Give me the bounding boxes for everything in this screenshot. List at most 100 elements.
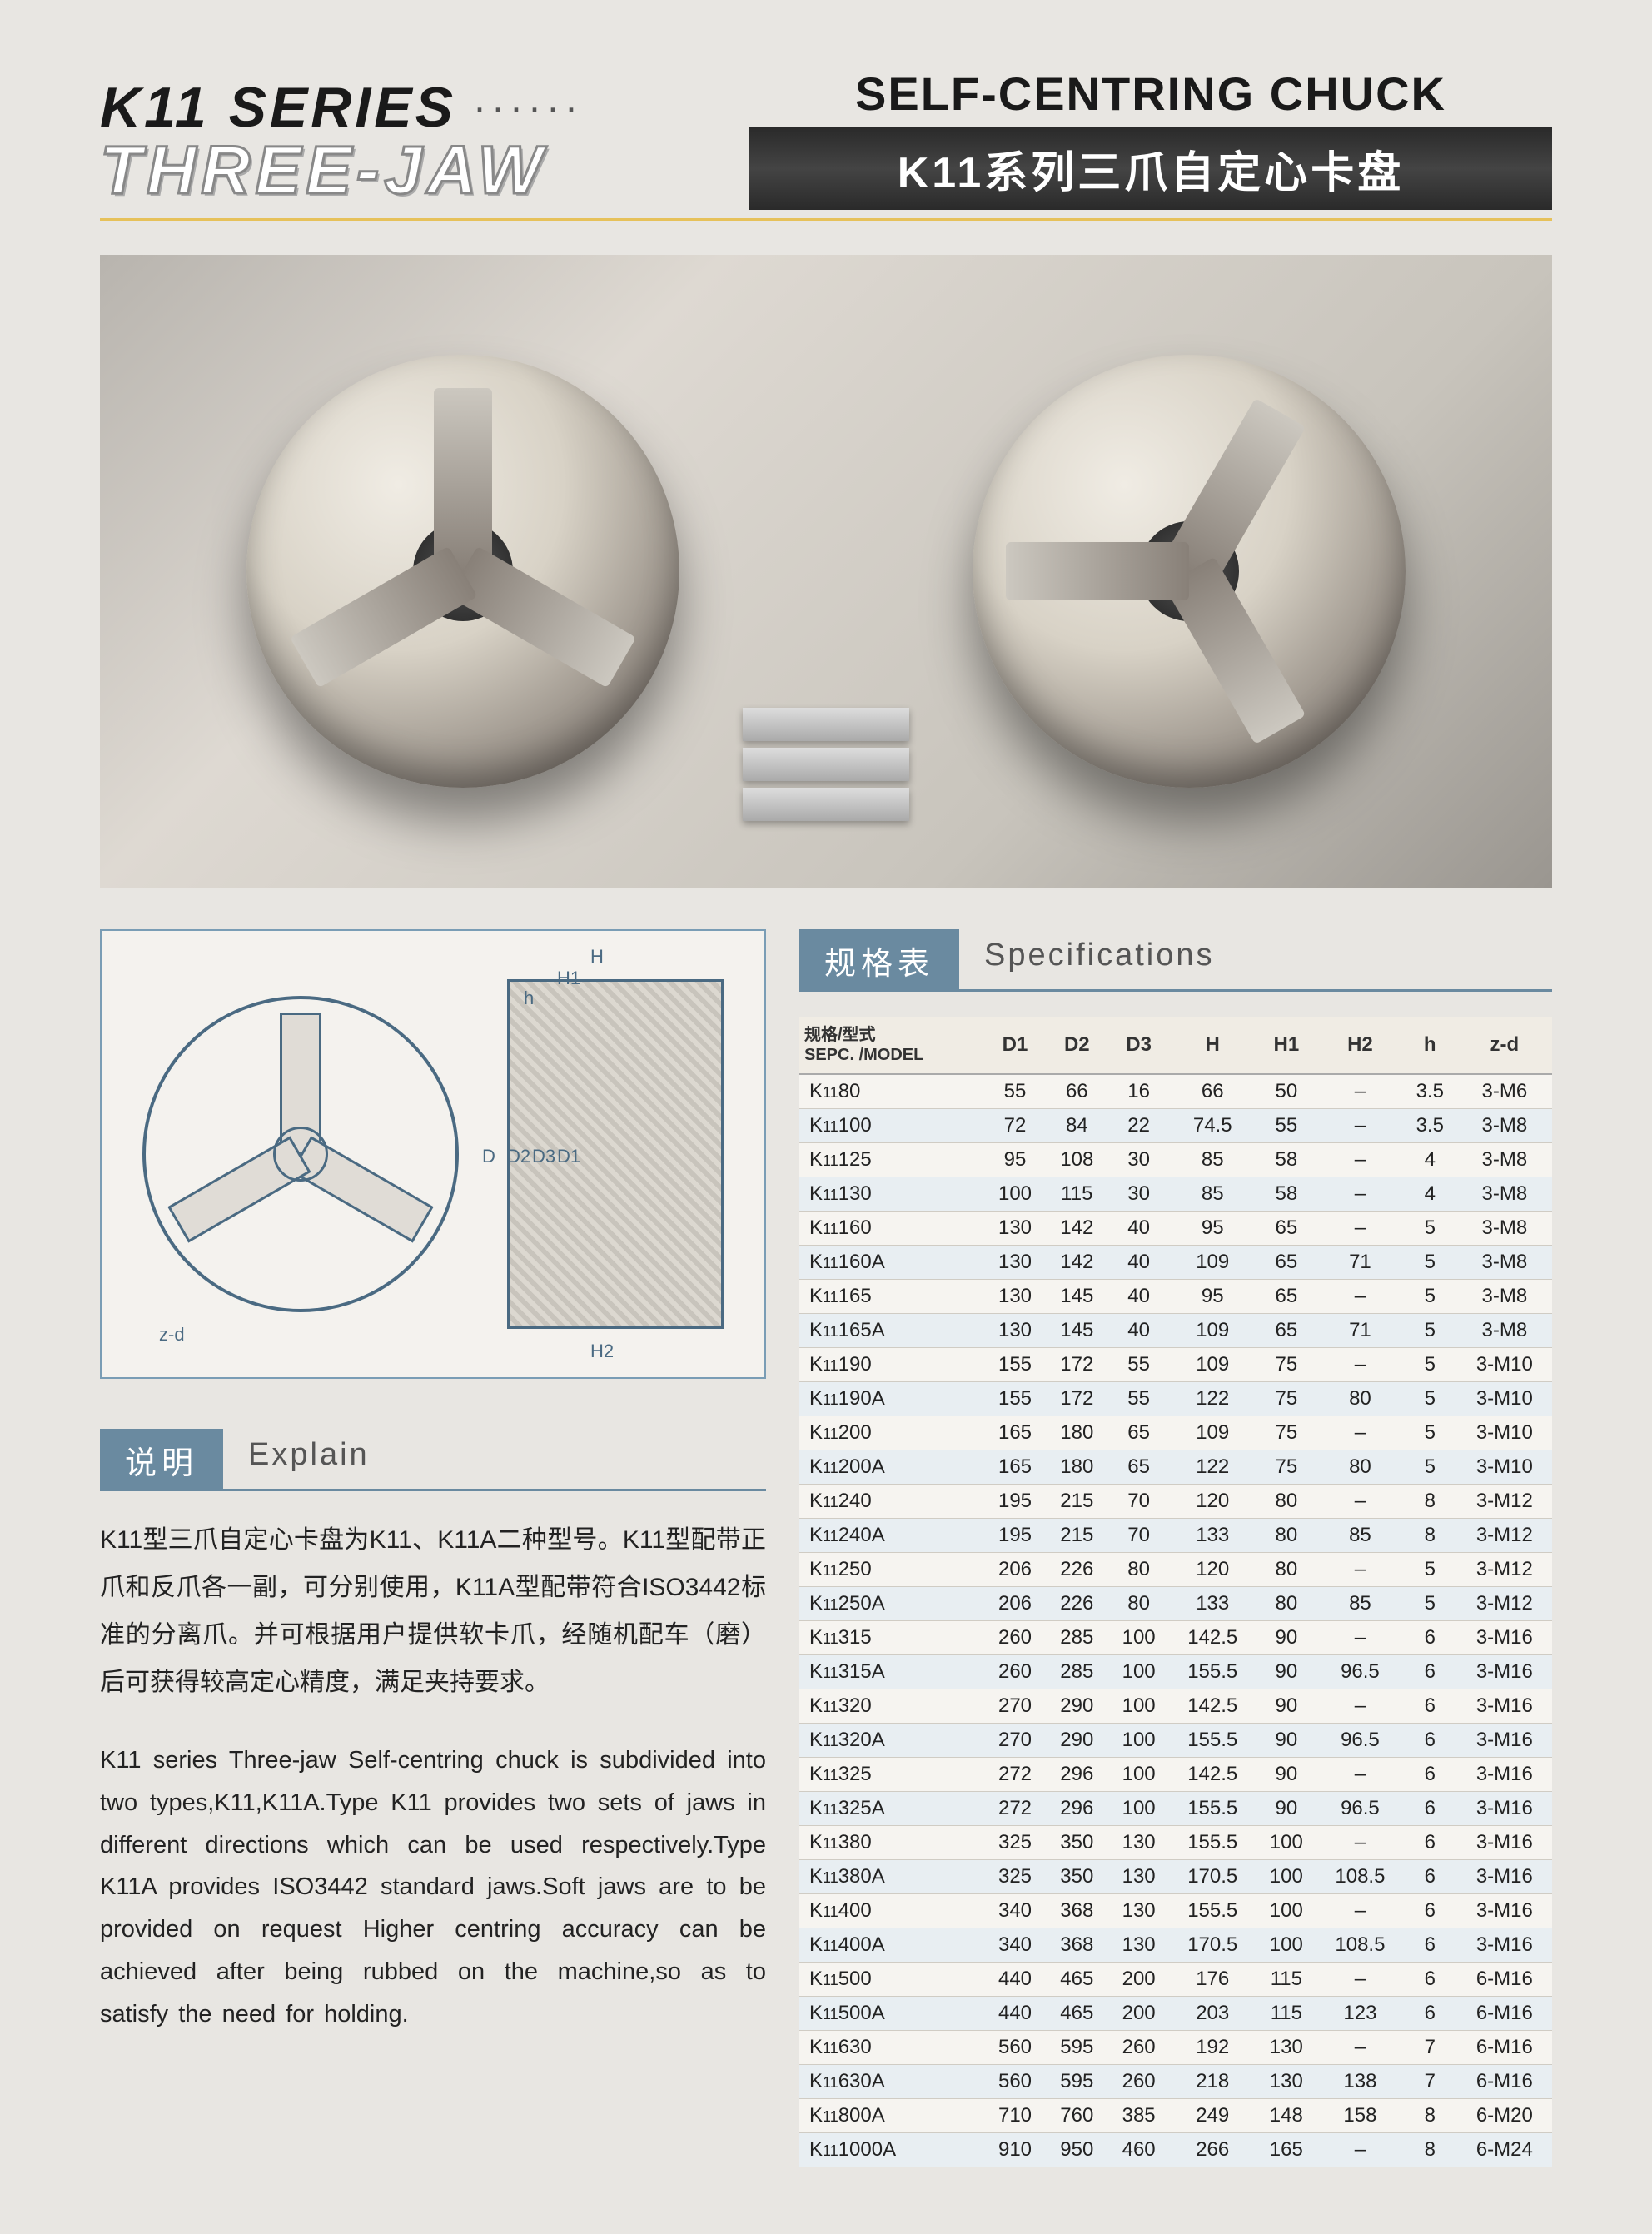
spec-cell: 155 [984,1348,1046,1382]
spec-cell-model: K11100 [799,1109,984,1143]
spec-cell: 3.5 [1403,1074,1457,1109]
spec-cell: – [1317,1109,1403,1143]
spec-cell: 3-M10 [1457,1450,1552,1485]
spec-cell: 3-M16 [1457,1894,1552,1928]
spec-cell: – [1317,1416,1403,1450]
spec-cell: 226 [1046,1587,1107,1621]
spec-cell: 90 [1256,1621,1317,1655]
spec-cell: 85 [1170,1177,1256,1212]
spec-cell: 70 [1107,1485,1169,1519]
spec-cell-model: K11380 [799,1826,984,1860]
page-header: K11 SERIES ······ THREE-JAW SELF-CENTRIN… [100,67,1552,210]
spec-cell: 5 [1403,1450,1457,1485]
spec-header-H2: H2 [1317,1017,1403,1074]
spec-cell: 6 [1403,1894,1457,1928]
spec-cell: 5 [1403,1416,1457,1450]
loose-jaws-image [743,708,909,821]
spec-cell: 3-M8 [1457,1109,1552,1143]
spec-cell: 145 [1046,1314,1107,1348]
explain-heading-en: Explain [223,1429,766,1491]
spec-cell: 142.5 [1170,1621,1256,1655]
spec-cell: 195 [984,1519,1046,1553]
spec-cell: 260 [1107,2031,1169,2065]
spec-cell: 130 [1107,1928,1169,1963]
spec-cell: – [1317,1553,1403,1587]
spec-cell: 96.5 [1317,1792,1403,1826]
spec-cell-model: K11125 [799,1143,984,1177]
spec-cell: 3-M8 [1457,1246,1552,1280]
spec-cell: 158 [1317,2099,1403,2133]
spec-cell: 109 [1170,1348,1256,1382]
spec-cell: 165 [1256,2133,1317,2167]
spec-cell: 595 [1046,2031,1107,2065]
spec-cell: 226 [1046,1553,1107,1587]
table-row: K11165A13014540109657153-M8 [799,1314,1552,1348]
spec-cell: 440 [984,1963,1046,1997]
spec-cell: 40 [1107,1314,1169,1348]
spec-cell: 55 [1256,1109,1317,1143]
spec-cell: 16 [1107,1074,1169,1109]
spec-cell: 465 [1046,1963,1107,1997]
spec-cell: 8 [1403,1519,1457,1553]
spec-cell: 155.5 [1170,1655,1256,1689]
table-row: K112502062268012080–53-M12 [799,1553,1552,1587]
spec-cell-model: K11190A [799,1382,984,1416]
spec-cell: 7 [1403,2031,1457,2065]
spec-cell-model: K11190 [799,1348,984,1382]
spec-cell: 95 [1170,1280,1256,1314]
spec-cell-model: K11250A [799,1587,984,1621]
table-row: K11160A13014240109657153-M8 [799,1246,1552,1280]
spec-cell: 203 [1170,1997,1256,2031]
spec-cell: 3-M8 [1457,1314,1552,1348]
technical-diagram: z-d H H1 h D D2 D3 D1 H2 [100,929,766,1379]
spec-cell-model: K11130 [799,1177,984,1212]
product-photo [100,255,1552,888]
table-row: K11320A270290100155.59096.563-M16 [799,1724,1552,1758]
spec-cell: 75 [1256,1416,1317,1450]
header-left: K11 SERIES ······ THREE-JAW [100,75,733,210]
spec-cell: 325 [984,1860,1046,1894]
spec-cell: 120 [1170,1485,1256,1519]
spec-cell-model: K11320A [799,1724,984,1758]
spec-cell: 142.5 [1170,1689,1256,1724]
spec-cell: 465 [1046,1997,1107,2031]
spec-cell: – [1317,1963,1403,1997]
spec-cell: – [1317,2031,1403,2065]
spec-cell: 155.5 [1170,1724,1256,1758]
spec-cell: 3-M16 [1457,1621,1552,1655]
spec-cell: 3-M12 [1457,1519,1552,1553]
spec-cell: 130 [1107,1826,1169,1860]
spec-cell: 30 [1107,1177,1169,1212]
spec-cell: 7 [1403,2065,1457,2099]
spec-cell: 65 [1256,1212,1317,1246]
spec-cell: 4 [1403,1177,1457,1212]
table-row: K11800A71076038524914815886-M20 [799,2099,1552,2133]
spec-cell: 100 [1256,1894,1317,1928]
spec-cell: 75 [1256,1348,1317,1382]
table-row: K11240A19521570133808583-M12 [799,1519,1552,1553]
spec-cell: 65 [1256,1314,1317,1348]
spec-cell: 368 [1046,1894,1107,1928]
table-row: K11250A20622680133808553-M12 [799,1587,1552,1621]
spec-cell: 96.5 [1317,1655,1403,1689]
spec-cell-model: K11630 [799,2031,984,2065]
spec-cell: 385 [1107,2099,1169,2133]
spec-cell: 6 [1403,1928,1457,1963]
spec-cell: 6 [1403,1963,1457,1997]
spec-cell: 130 [984,1212,1046,1246]
spec-cell: 100 [1107,1655,1169,1689]
spec-cell: 6-M16 [1457,1963,1552,1997]
spec-cell: – [1317,1143,1403,1177]
spec-cell: 270 [984,1689,1046,1724]
spec-cell: 40 [1107,1246,1169,1280]
spec-cell-model: K11250 [799,1553,984,1587]
spec-cell-model: K11200A [799,1450,984,1485]
spec-cell: 155.5 [1170,1826,1256,1860]
spec-cell-model: K11160 [799,1212,984,1246]
spec-cell: – [1317,1212,1403,1246]
spec-cell: 80 [1256,1553,1317,1587]
spec-cell: 22 [1107,1109,1169,1143]
spec-cell: 460 [1107,2133,1169,2167]
spec-cell: 5 [1403,1280,1457,1314]
spec-header-h: h [1403,1017,1457,1074]
